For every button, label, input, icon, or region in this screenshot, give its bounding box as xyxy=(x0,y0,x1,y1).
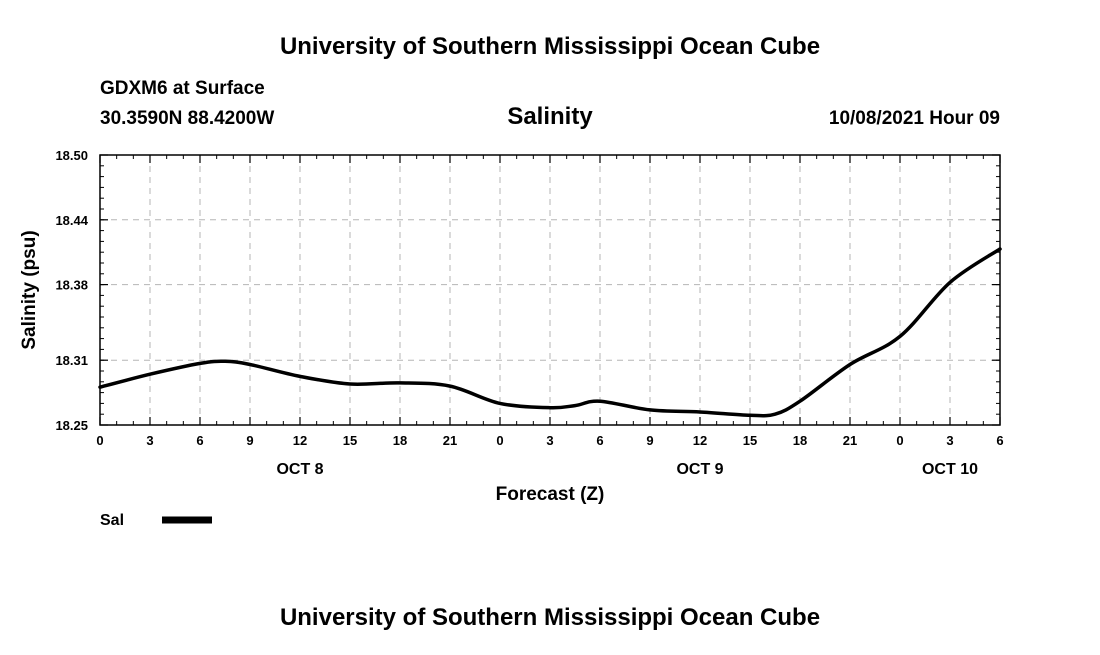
footer-title: University of Southern Mississippi Ocean… xyxy=(280,604,820,631)
y-tick-label: 18.50 xyxy=(55,148,88,163)
day-label: OCT 8 xyxy=(276,461,323,478)
y-tick-labels: 18.25 18.31 18.38 18.44 18.50 xyxy=(55,148,88,433)
coords-label: 30.3590N 88.4200W xyxy=(100,108,274,129)
x-tick-label: 0 xyxy=(496,433,503,448)
y-tick-label: 18.38 xyxy=(55,278,88,293)
x-tick-label: 6 xyxy=(596,433,603,448)
x-tick-labels: 0 3 6 9 12 15 18 21 0 3 6 9 12 15 18 21 0 3 6 xyxy=(96,433,1003,448)
x-tick-label: 6 xyxy=(196,433,203,448)
grid xyxy=(100,155,1000,425)
x-tick-label: 15 xyxy=(343,433,357,448)
day-labels: OCT 8 OCT 9 OCT 10 xyxy=(276,461,978,478)
x-tick-label: 12 xyxy=(293,433,307,448)
datetime-label: 10/08/2021 Hour 09 xyxy=(829,108,1000,129)
x-tick-label: 21 xyxy=(443,433,457,448)
x-axis-label: Forecast (Z) xyxy=(496,484,605,505)
x-tick-label: 18 xyxy=(793,433,807,448)
x-tick-label: 12 xyxy=(693,433,707,448)
main-title: University of Southern Mississippi Ocean… xyxy=(280,33,820,60)
legend-label: Sal xyxy=(100,512,124,529)
series-group xyxy=(98,247,1002,418)
series-line-sal xyxy=(98,247,1002,418)
x-tick-label: 9 xyxy=(646,433,653,448)
x-tick-label: 18 xyxy=(393,433,407,448)
x-tick-label: 9 xyxy=(246,433,253,448)
station-label: GDXM6 at Surface xyxy=(100,78,265,99)
y-tick-label: 18.25 xyxy=(55,418,88,433)
x-tick-label: 21 xyxy=(843,433,857,448)
day-label: OCT 10 xyxy=(922,461,978,478)
day-label: OCT 9 xyxy=(676,461,723,478)
x-tick-label: 3 xyxy=(546,433,553,448)
y-axis-label: Salinity (psu) xyxy=(19,230,40,349)
x-tick-label: 0 xyxy=(96,433,103,448)
y-tick-label: 18.44 xyxy=(55,213,88,228)
x-tick-label: 15 xyxy=(743,433,757,448)
axis-ticks xyxy=(99,154,1001,426)
variable-title: Salinity xyxy=(507,103,593,130)
x-tick-label: 3 xyxy=(146,433,153,448)
x-tick-label: 0 xyxy=(896,433,903,448)
x-tick-label: 3 xyxy=(946,433,953,448)
x-tick-label: 6 xyxy=(996,433,1003,448)
y-tick-label: 18.31 xyxy=(55,353,88,368)
